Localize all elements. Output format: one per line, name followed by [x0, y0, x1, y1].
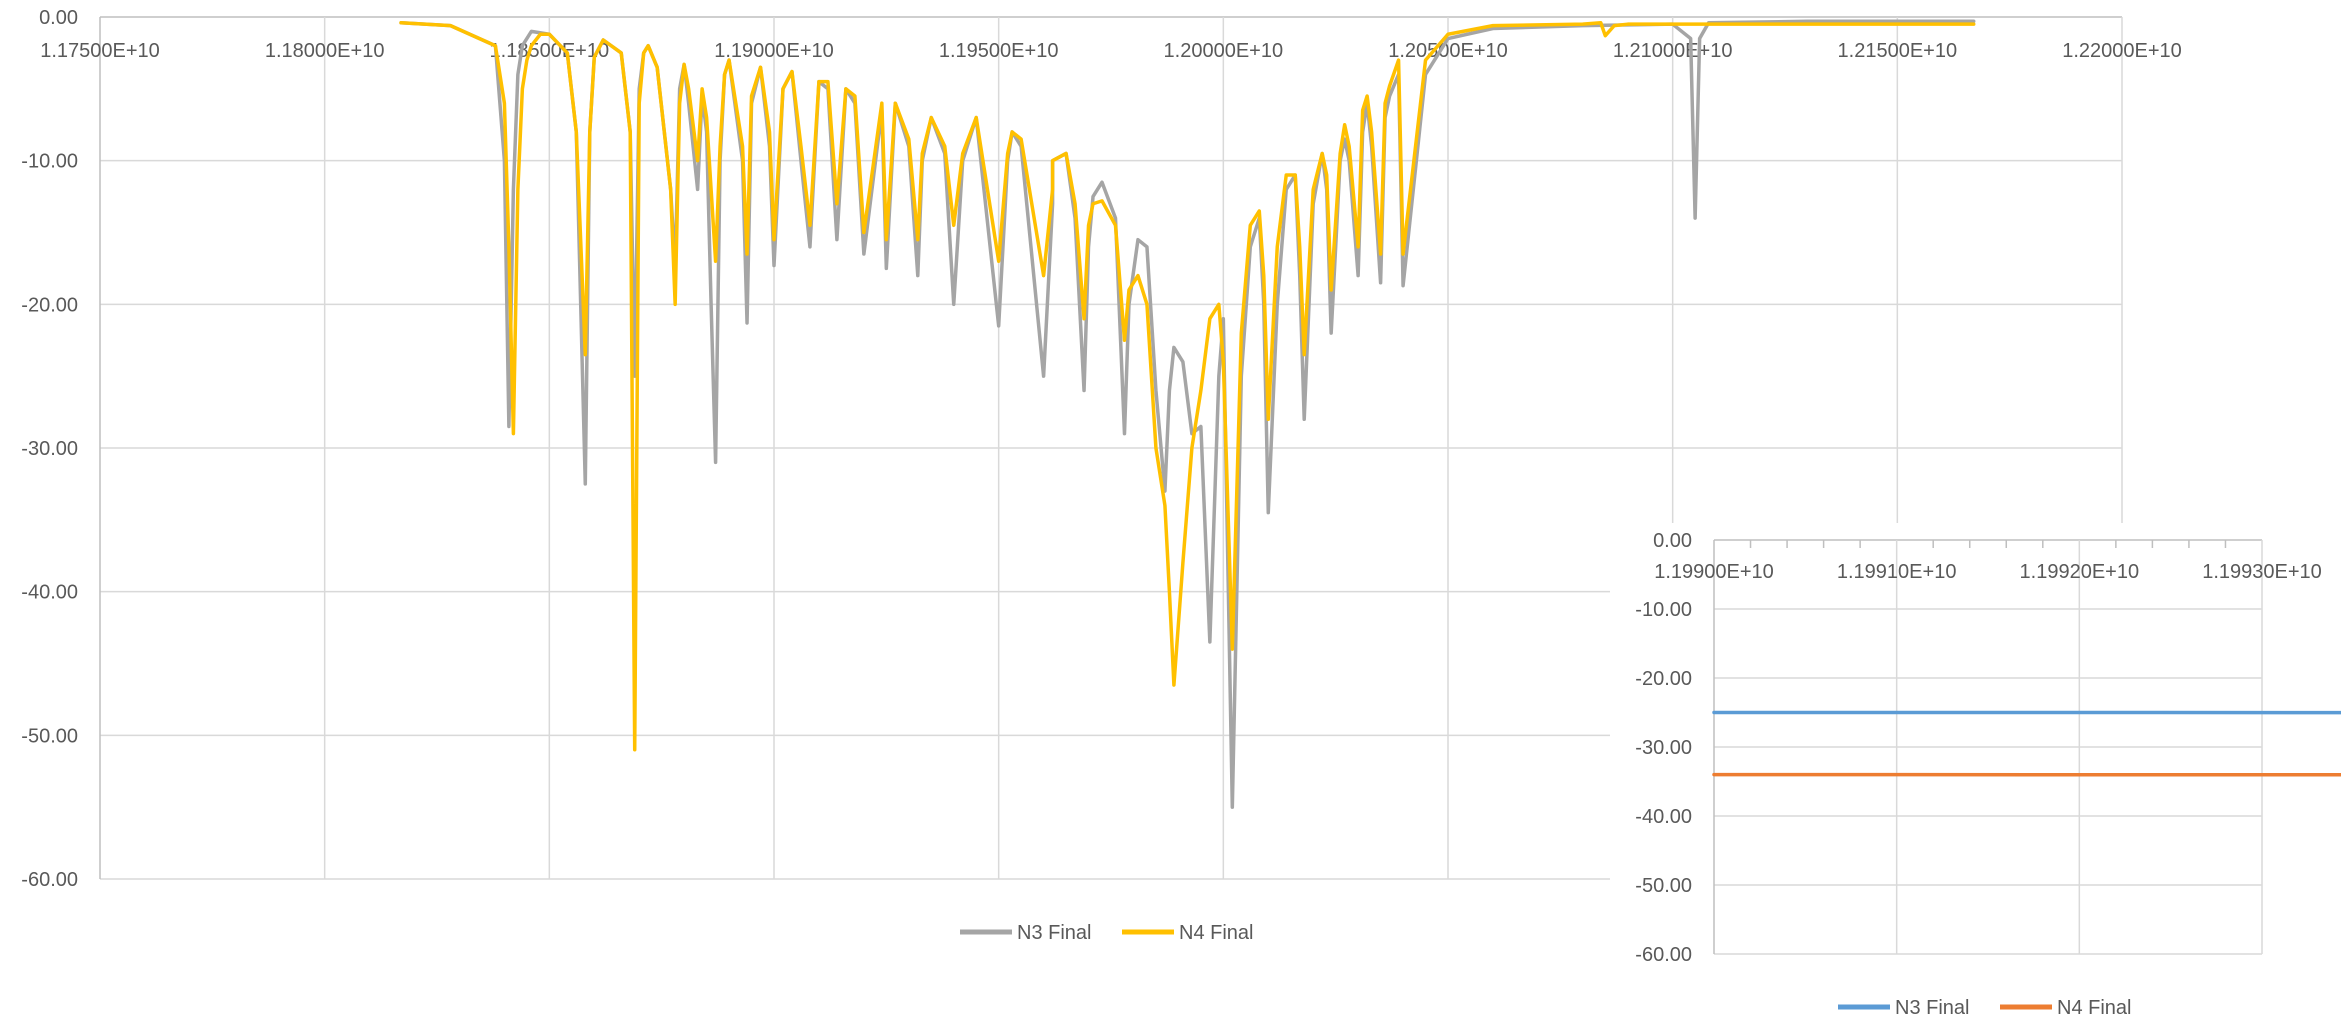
- y-tick-label: -20.00: [1635, 668, 1692, 690]
- main-legend: N3 Final N4 Final: [960, 922, 1253, 944]
- y-tick-label: -50.00: [1635, 875, 1692, 897]
- x-tick-label: 1.19930E+10: [2202, 561, 2322, 583]
- x-tick-label: 1.19920E+10: [2020, 561, 2140, 583]
- y-tick-label: -50.00: [21, 725, 78, 747]
- x-tick-label: 1.19500E+10: [939, 40, 1059, 62]
- y-tick-label: -40.00: [21, 582, 78, 604]
- x-tick-label: 1.19900E+10: [1654, 561, 1774, 583]
- x-tick-label: 1.18000E+10: [265, 40, 385, 62]
- x-tick-label: 1.18500E+10: [490, 40, 610, 62]
- legend-label: N4 Final: [2057, 997, 2131, 1015]
- inset-legend: N3 Final N4 Final: [1838, 997, 2131, 1015]
- y-tick-label: -60.00: [21, 869, 78, 891]
- inset-background: [1610, 523, 2341, 1015]
- y-tick-label: -10.00: [1635, 599, 1692, 621]
- x-tick-label: 1.17500E+10: [40, 40, 160, 62]
- y-tick-label: -40.00: [1635, 806, 1692, 828]
- x-tick-label: 1.20000E+10: [1164, 40, 1284, 62]
- y-tick-label: 0.00: [39, 7, 78, 29]
- series-line-n4-final: [399, 21, 1976, 752]
- x-tick-label: 1.22000E+10: [2062, 40, 2182, 62]
- y-tick-label: -30.00: [21, 438, 78, 460]
- y-tick-label: -30.00: [1635, 737, 1692, 759]
- main-chart: 1.17500E+10 1.18000E+10 1.18500E+10 1.19000…: [21, 7, 2182, 944]
- y-tick-label: -10.00: [21, 151, 78, 173]
- x-tick-label: 1.20500E+10: [1388, 40, 1508, 62]
- legend-label: N4 Final: [1179, 922, 1253, 944]
- inset-chart: 1.19900E+10 1.19910E+10 1.19920E+10 1.19930…: [1610, 523, 2341, 1015]
- x-tick-label: 1.19910E+10: [1837, 561, 1957, 583]
- y-tick-label: -20.00: [21, 294, 78, 316]
- legend-label: N3 Final: [1895, 997, 1969, 1015]
- legend-label: N3 Final: [1017, 922, 1091, 944]
- y-tick-label: 0.00: [1653, 530, 1692, 552]
- y-tick-label: -60.00: [1635, 944, 1692, 966]
- x-tick-label: 1.19000E+10: [714, 40, 834, 62]
- x-tick-label: 1.21000E+10: [1613, 40, 1733, 62]
- x-tick-label: 1.21500E+10: [1838, 40, 1958, 62]
